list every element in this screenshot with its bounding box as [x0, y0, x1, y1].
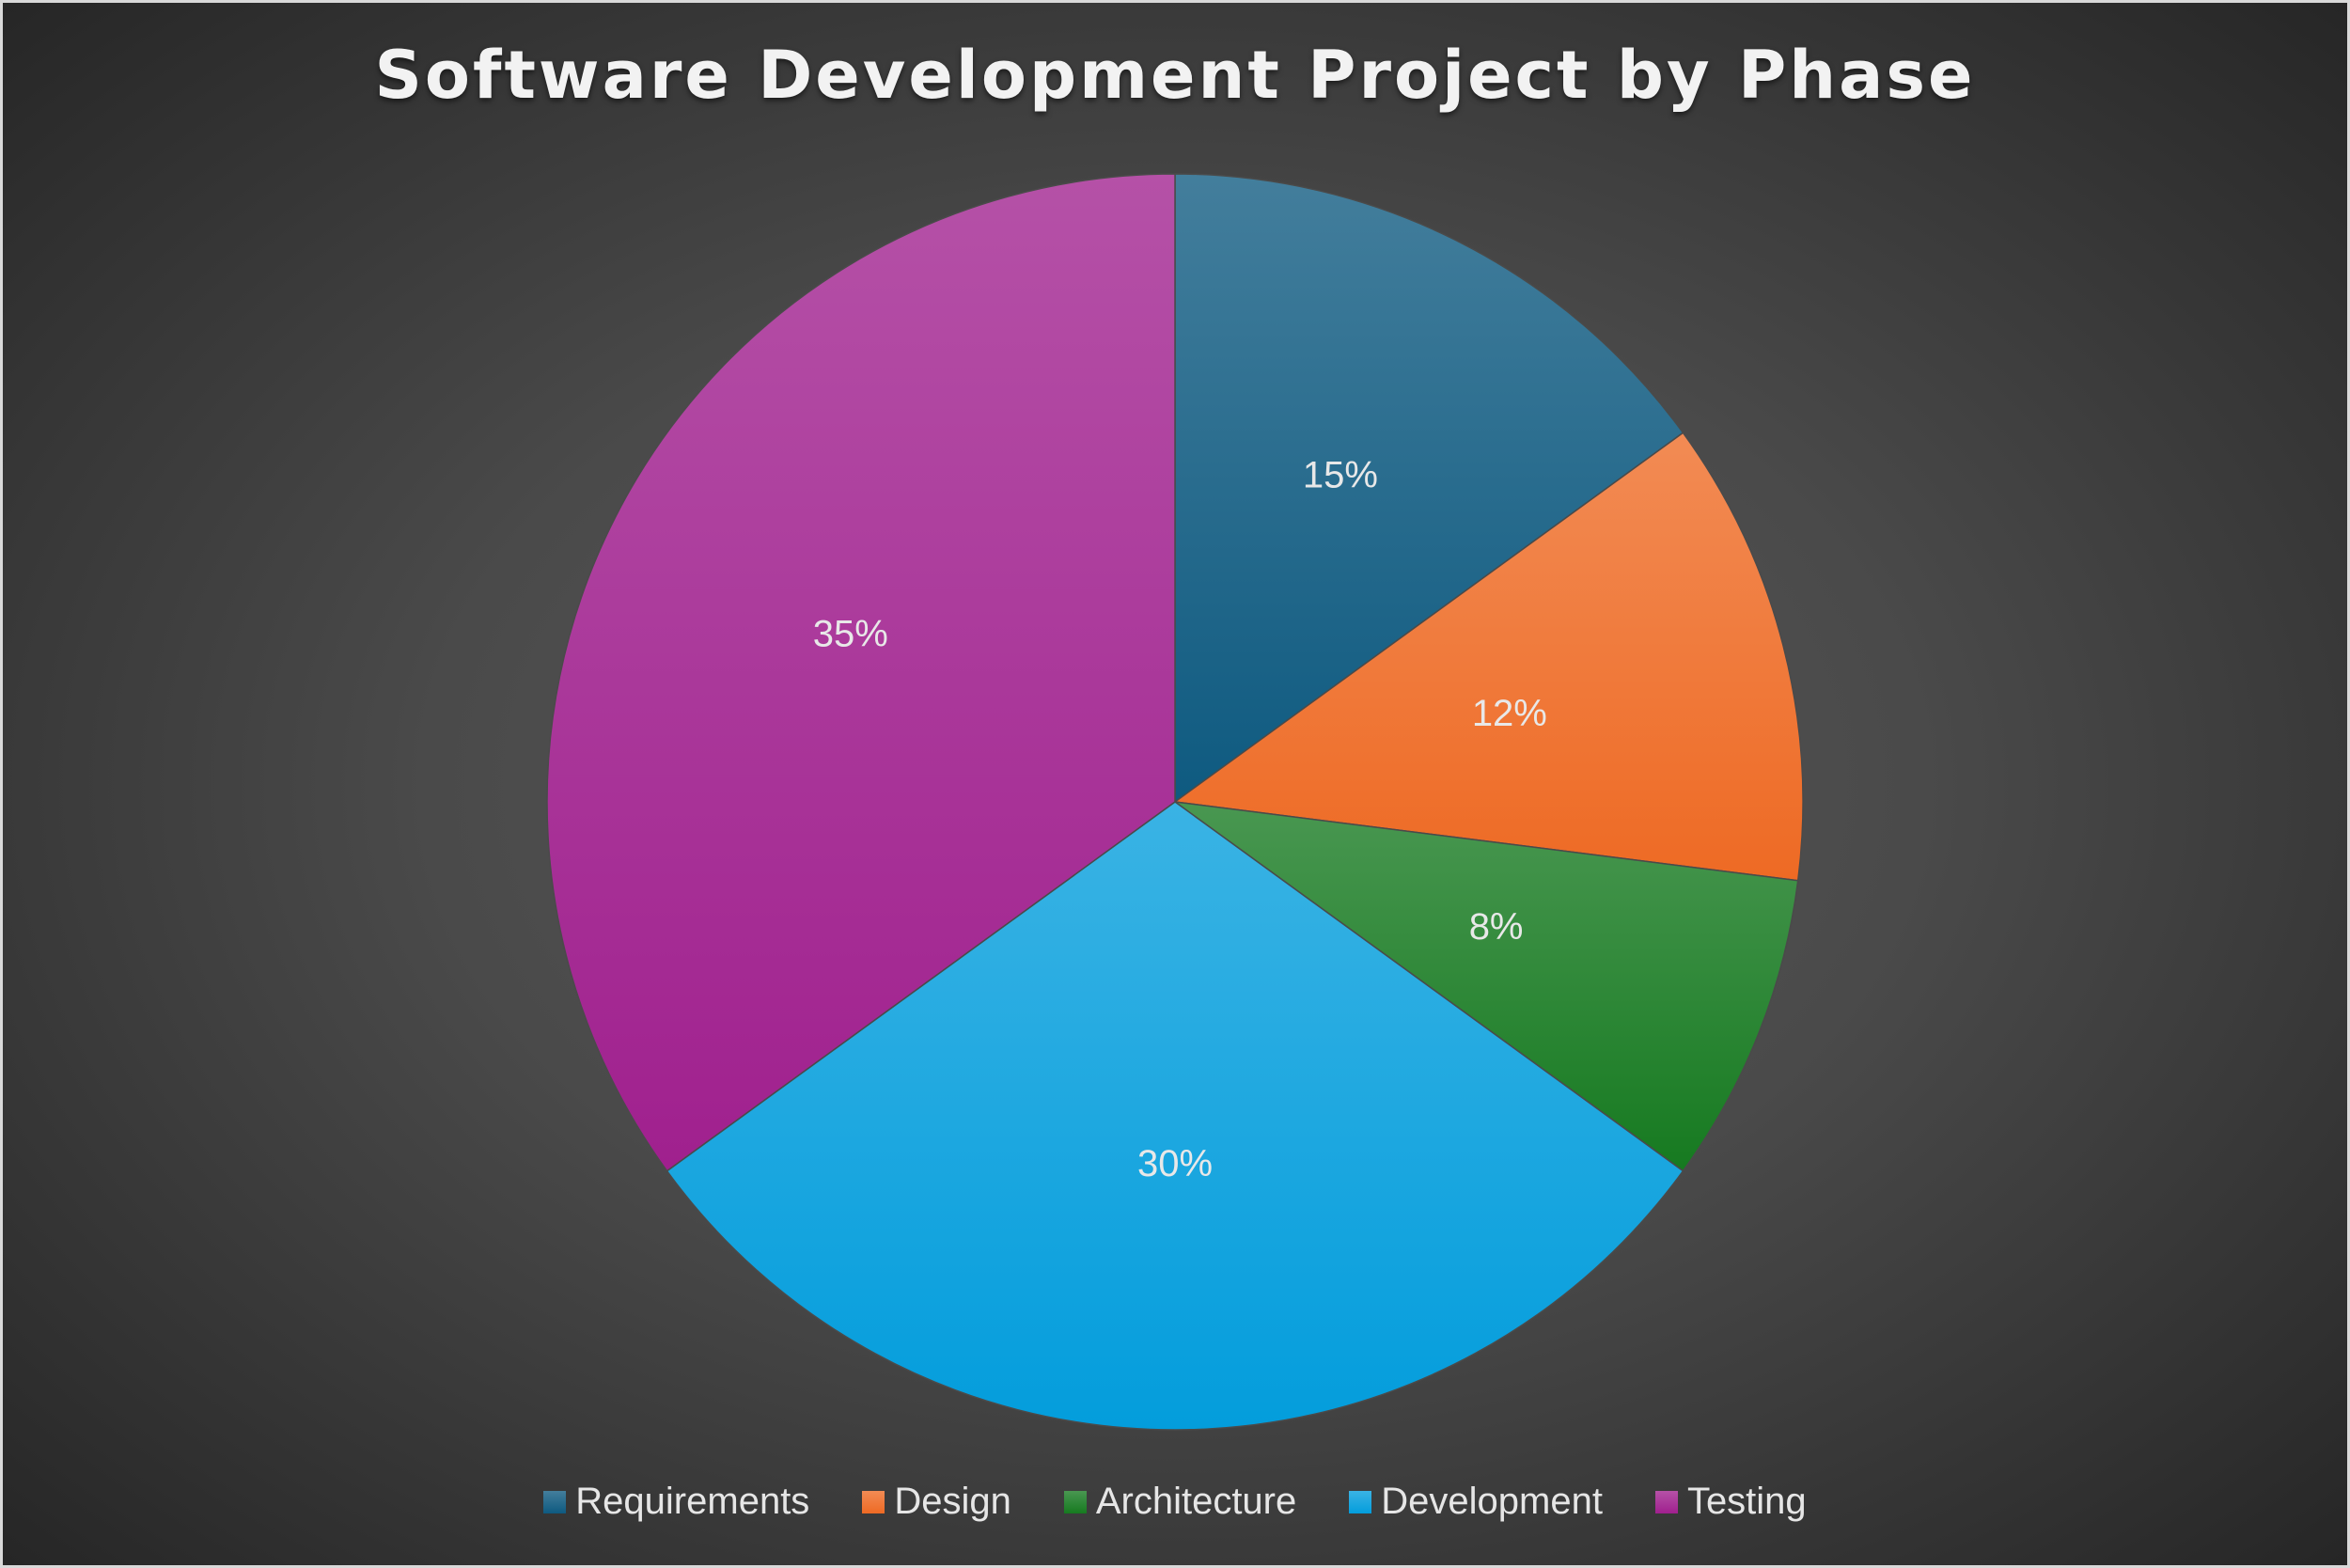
pie-slice-requirements: [1174, 173, 1684, 804]
legend-label-development: Development: [1381, 1481, 1603, 1522]
legend-label-architecture: Architecture: [1095, 1481, 1297, 1522]
legend-swatch-requirements: [543, 1490, 567, 1513]
legend-swatch-architecture: [1063, 1490, 1087, 1513]
legend-label-testing: Testing: [1686, 1481, 1807, 1522]
pie-slices: [546, 173, 1804, 1431]
data-label-design: 12%: [1472, 693, 1547, 734]
pie-slice-testing: [546, 173, 1176, 1172]
data-label-development: 30%: [1137, 1143, 1213, 1184]
pie-slice-architecture: [1174, 801, 1799, 1172]
pie-chart: 15% 12% 8% 30% 35%: [546, 173, 1804, 1431]
legend-item-design: Design: [862, 1481, 1011, 1523]
legend-item-testing: Testing: [1654, 1481, 1807, 1523]
legend-swatch-development: [1349, 1490, 1372, 1513]
legend: Requirements Design Architecture Developmen…: [3, 1481, 2347, 1523]
legend-label-design: Design: [894, 1481, 1011, 1522]
legend-item-architecture: Architecture: [1063, 1481, 1297, 1523]
pie-slice-design: [1173, 431, 1804, 882]
legend-item-requirements: Requirements: [543, 1481, 809, 1523]
chart-title: Software Development Project by Phase: [374, 37, 1976, 114]
data-label-requirements: 15%: [1303, 454, 1378, 495]
pie-slice-development: [666, 801, 1684, 1431]
pie-labels: 15% 12% 8% 30% 35%: [813, 454, 1547, 1184]
legend-item-development: Development: [1349, 1481, 1603, 1523]
legend-swatch-testing: [1654, 1490, 1678, 1513]
legend-label-requirements: Requirements: [575, 1481, 810, 1522]
data-label-testing: 35%: [813, 614, 888, 655]
data-label-architecture: 8%: [1469, 906, 1524, 948]
legend-swatch-design: [862, 1490, 885, 1513]
